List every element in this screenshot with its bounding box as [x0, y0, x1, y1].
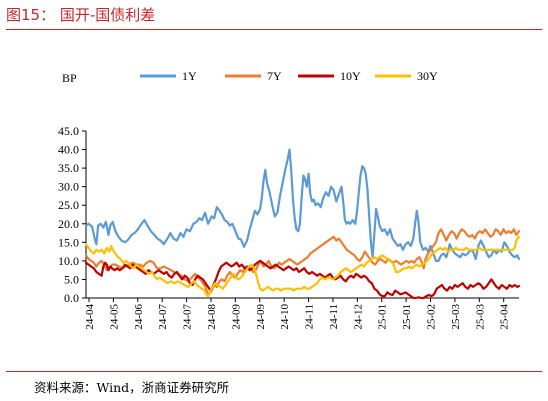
x-tick-label: 24-06 [133, 304, 145, 330]
x-tick-label: 24-12 [352, 304, 364, 330]
x-axis: 24-04 24-05 24-06 24-07 24-07 24-08 24-09 24-09… [84, 297, 519, 330]
x-tick-label: 24-11 [304, 304, 316, 329]
y-tick-label: 45.0 [58, 124, 79, 138]
y-tick-label: 10.0 [58, 254, 79, 268]
x-tick-label: 24-05 [108, 304, 120, 330]
series-line-30y [84, 235, 521, 298]
y-tick-label: 5.0 [64, 272, 79, 286]
y-axis: 0.0 5.0 10.0 15.0 20.0 25.0 30.0 35.0 40.0 45.0 [58, 124, 87, 305]
title-divider [6, 29, 542, 30]
y-tick-label: 25.0 [58, 198, 79, 212]
y-tick-label: 20.0 [58, 217, 79, 231]
legend-label-1y: 1Y [182, 69, 197, 83]
y-tick-label: 40.0 [58, 143, 79, 157]
x-tick-label: 24-09 [230, 304, 242, 330]
x-tick-label: 24-04 [84, 304, 96, 330]
x-tick-label: 24-08 [206, 304, 218, 330]
x-tick-label: 25-03 [450, 304, 462, 330]
x-tick-label: 24-07 [157, 304, 169, 330]
source-note: 资料来源：Wind，浙商证券研究所 [34, 380, 230, 395]
y-tick-label: 15.0 [58, 235, 79, 249]
x-tick-label: 25-02 [426, 304, 438, 330]
legend-label-7y: 7Y [267, 69, 282, 83]
y-tick-label: 35.0 [58, 161, 79, 175]
x-tick-label: 24-07 [182, 304, 194, 330]
x-tick-label: 25-04 [499, 304, 511, 330]
source-divider [6, 371, 542, 372]
y-tick-label: 0.0 [64, 291, 79, 305]
legend-label-10y: 10Y [340, 69, 361, 83]
x-tick-label: 24-11 [328, 304, 340, 329]
y-axis-label: BP [62, 71, 77, 85]
series-line-7y [84, 228, 521, 296]
legend-label-30y: 30Y [417, 69, 438, 83]
series-line-1y [84, 148, 521, 262]
chart-legend: 1Y 7Y 10Y 30Y [140, 69, 438, 83]
x-tick-label: 25-01 [377, 304, 389, 330]
x-tick-label: 24-10 [279, 304, 291, 330]
x-tick-label: 25-01 [401, 304, 413, 330]
x-tick-label: 25-03 [474, 304, 486, 330]
figure-title: 图15： 国开-国债利差 [6, 6, 156, 24]
y-tick-label: 30.0 [58, 180, 79, 194]
series-lines [84, 148, 521, 300]
x-tick-label: 24-09 [255, 304, 267, 330]
series-line-10y [84, 259, 521, 300]
